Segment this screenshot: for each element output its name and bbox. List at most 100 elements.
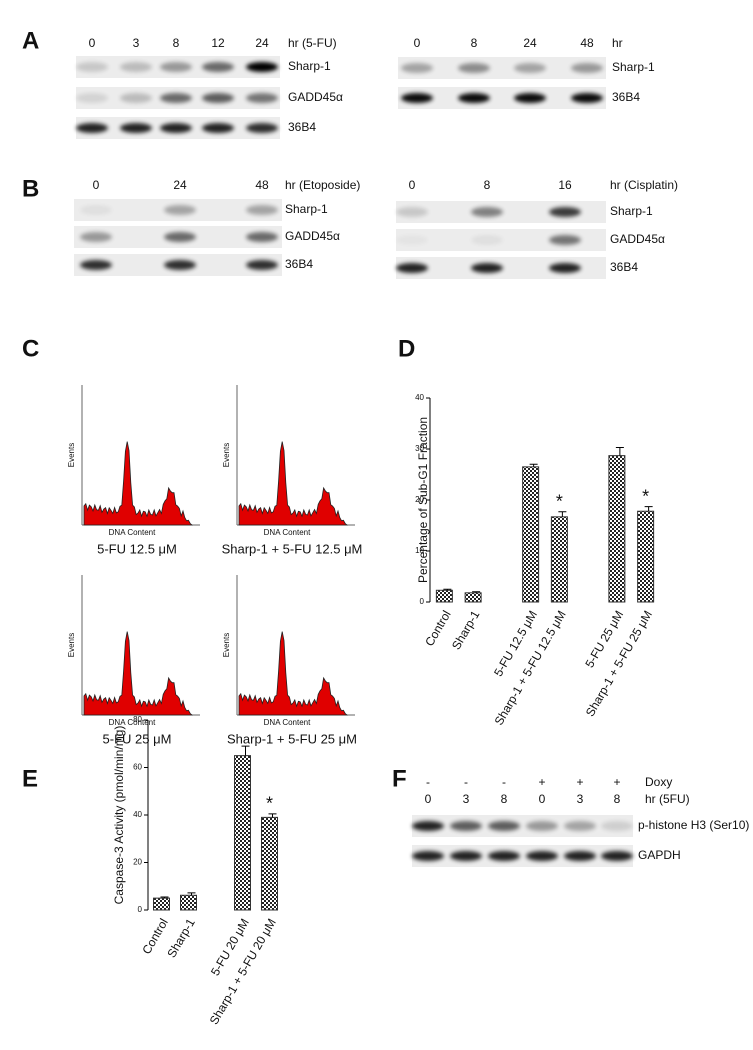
band (412, 851, 444, 861)
x-axis-label: DNA Content (109, 718, 156, 727)
band (571, 93, 603, 103)
band (76, 123, 108, 133)
panel-label: E (22, 765, 38, 792)
band (160, 93, 192, 103)
panel-label: A (22, 27, 39, 54)
bar (153, 897, 170, 911)
time-unit: hr (Cisplatin) (610, 178, 678, 192)
band (471, 207, 503, 217)
band (396, 263, 428, 273)
band (471, 235, 503, 245)
lane-label: 0 (409, 178, 416, 192)
lane-label: 8 (501, 792, 508, 806)
histogram (83, 441, 194, 526)
significance-mark: * (556, 491, 563, 511)
panel-label: D (398, 335, 415, 362)
error-bar (187, 892, 196, 896)
row-label: Sharp-1 (612, 60, 655, 74)
panel-label: C (22, 335, 39, 362)
band (564, 851, 596, 861)
band (401, 93, 433, 103)
y-tick-label: 80 (133, 715, 142, 724)
y-axis-label: Caspase-3 Activity (pmol/min/mg) (112, 726, 126, 905)
time-unit: hr (5-FU) (288, 36, 337, 50)
lane-label: 8 (471, 36, 478, 50)
gel-strip (398, 87, 606, 109)
x-tick-label: Control (422, 608, 453, 649)
x-axis-label: DNA Content (264, 718, 311, 727)
bar (637, 510, 655, 603)
row-label: 36B4 (610, 260, 638, 274)
band (160, 62, 192, 72)
y-tick-label: 10 (415, 546, 424, 555)
error-bar (160, 896, 169, 899)
band (246, 260, 278, 270)
caption: Sharp-1 + 5-FU 12.5 μM (222, 541, 363, 556)
band (549, 263, 581, 273)
x-axis-label: DNA Content (109, 528, 156, 537)
bar (464, 592, 482, 603)
band (526, 851, 558, 861)
time-unit: hr (5FU) (645, 792, 690, 806)
bar (261, 816, 278, 911)
band (450, 821, 482, 831)
band (601, 821, 633, 831)
treatment-sign: + (538, 775, 545, 789)
row-label: GADD45α (288, 90, 343, 104)
lane-label: 3 (463, 792, 470, 806)
y-tick-label: 40 (415, 393, 424, 402)
band (246, 232, 278, 242)
y-tick-label: 60 (133, 763, 142, 772)
band (488, 821, 520, 831)
row-label: Sharp-1 (285, 202, 328, 216)
error-bar (472, 591, 481, 593)
bar (180, 894, 197, 911)
lane-label: 24 (255, 36, 269, 50)
error-bar (241, 745, 250, 756)
bar (608, 455, 626, 603)
lane-label: 24 (523, 36, 537, 50)
band (601, 851, 633, 861)
band (549, 235, 581, 245)
band (396, 207, 428, 217)
band (76, 62, 108, 72)
lane-label: 0 (539, 792, 546, 806)
y-tick-label: 40 (133, 810, 142, 819)
band (76, 93, 108, 103)
y-axis-label: Events (67, 443, 76, 467)
row-label: GAPDH (638, 848, 681, 862)
band (120, 62, 152, 72)
band (450, 851, 482, 861)
caption: Sharp-1 + 5-FU 25 μM (227, 731, 357, 746)
bar (234, 755, 251, 911)
band (160, 123, 192, 133)
gel-strip (412, 845, 633, 867)
band (164, 260, 196, 270)
y-tick-label: 20 (133, 858, 142, 867)
band (164, 205, 196, 215)
time-unit: hr (Etoposide) (285, 178, 360, 192)
row-label: Sharp-1 (288, 59, 331, 73)
band (412, 821, 444, 831)
lane-label: 3 (577, 792, 584, 806)
band (458, 93, 490, 103)
panel-label: B (22, 175, 39, 202)
band (514, 93, 546, 103)
caption: 5-FU 25 μM (103, 731, 172, 746)
error-bar (443, 588, 452, 591)
row-label: Sharp-1 (610, 204, 653, 218)
band (396, 235, 428, 245)
band (202, 123, 234, 133)
band (526, 821, 558, 831)
panel-label: F (392, 765, 407, 792)
row-label: 36B4 (288, 120, 316, 134)
y-tick-label: 30 (415, 444, 424, 453)
x-tick-label: Sharp-1 (449, 608, 483, 652)
significance-mark: * (642, 486, 649, 506)
band (80, 205, 112, 215)
band (246, 93, 278, 103)
band (488, 851, 520, 861)
lane-label: 12 (211, 36, 225, 50)
error-bar (558, 511, 567, 517)
